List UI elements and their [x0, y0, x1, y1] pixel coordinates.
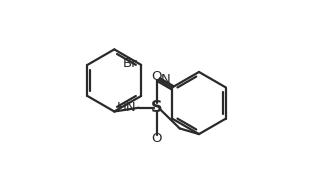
Text: O: O	[151, 132, 162, 145]
Text: Br: Br	[123, 57, 137, 70]
Text: O: O	[151, 70, 162, 83]
Text: N: N	[161, 74, 171, 87]
Text: S: S	[151, 100, 162, 115]
Text: HN: HN	[117, 101, 137, 114]
